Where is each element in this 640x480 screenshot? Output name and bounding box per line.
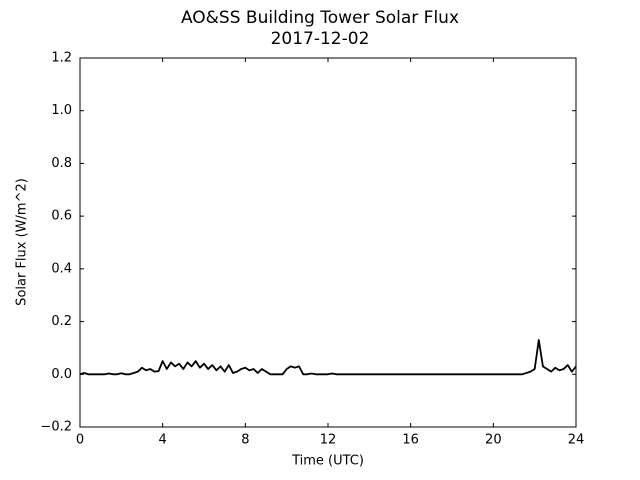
y-axis-label: Solar Flux (W/m^2)	[15, 178, 30, 306]
y-tick-label: 0.0	[51, 367, 72, 382]
y-tick-label: 0.8	[51, 156, 72, 171]
y-tick-label: 1.2	[51, 51, 72, 66]
x-tick-label: 8	[241, 433, 249, 448]
y-tick-label: 0.2	[51, 314, 72, 329]
y-tick-label: 1.0	[51, 103, 72, 118]
x-tick-label: 4	[159, 433, 167, 448]
x-tick-label: 20	[485, 433, 502, 448]
x-tick-label: 16	[402, 433, 419, 448]
y-tick-label: 0.4	[51, 261, 72, 276]
chart-subtitle: 2017-12-02	[271, 29, 370, 49]
chart-title: AO&SS Building Tower Solar Flux	[181, 8, 459, 28]
data-line	[79, 339, 577, 376]
x-tick-label: 0	[76, 433, 84, 448]
x-tick-label: 12	[320, 433, 337, 448]
y-tick-label: −0.2	[40, 420, 72, 435]
x-axis-label: Time (UTC)	[291, 454, 364, 469]
y-tick-label: 0.6	[51, 209, 72, 224]
x-tick-label: 24	[568, 433, 585, 448]
